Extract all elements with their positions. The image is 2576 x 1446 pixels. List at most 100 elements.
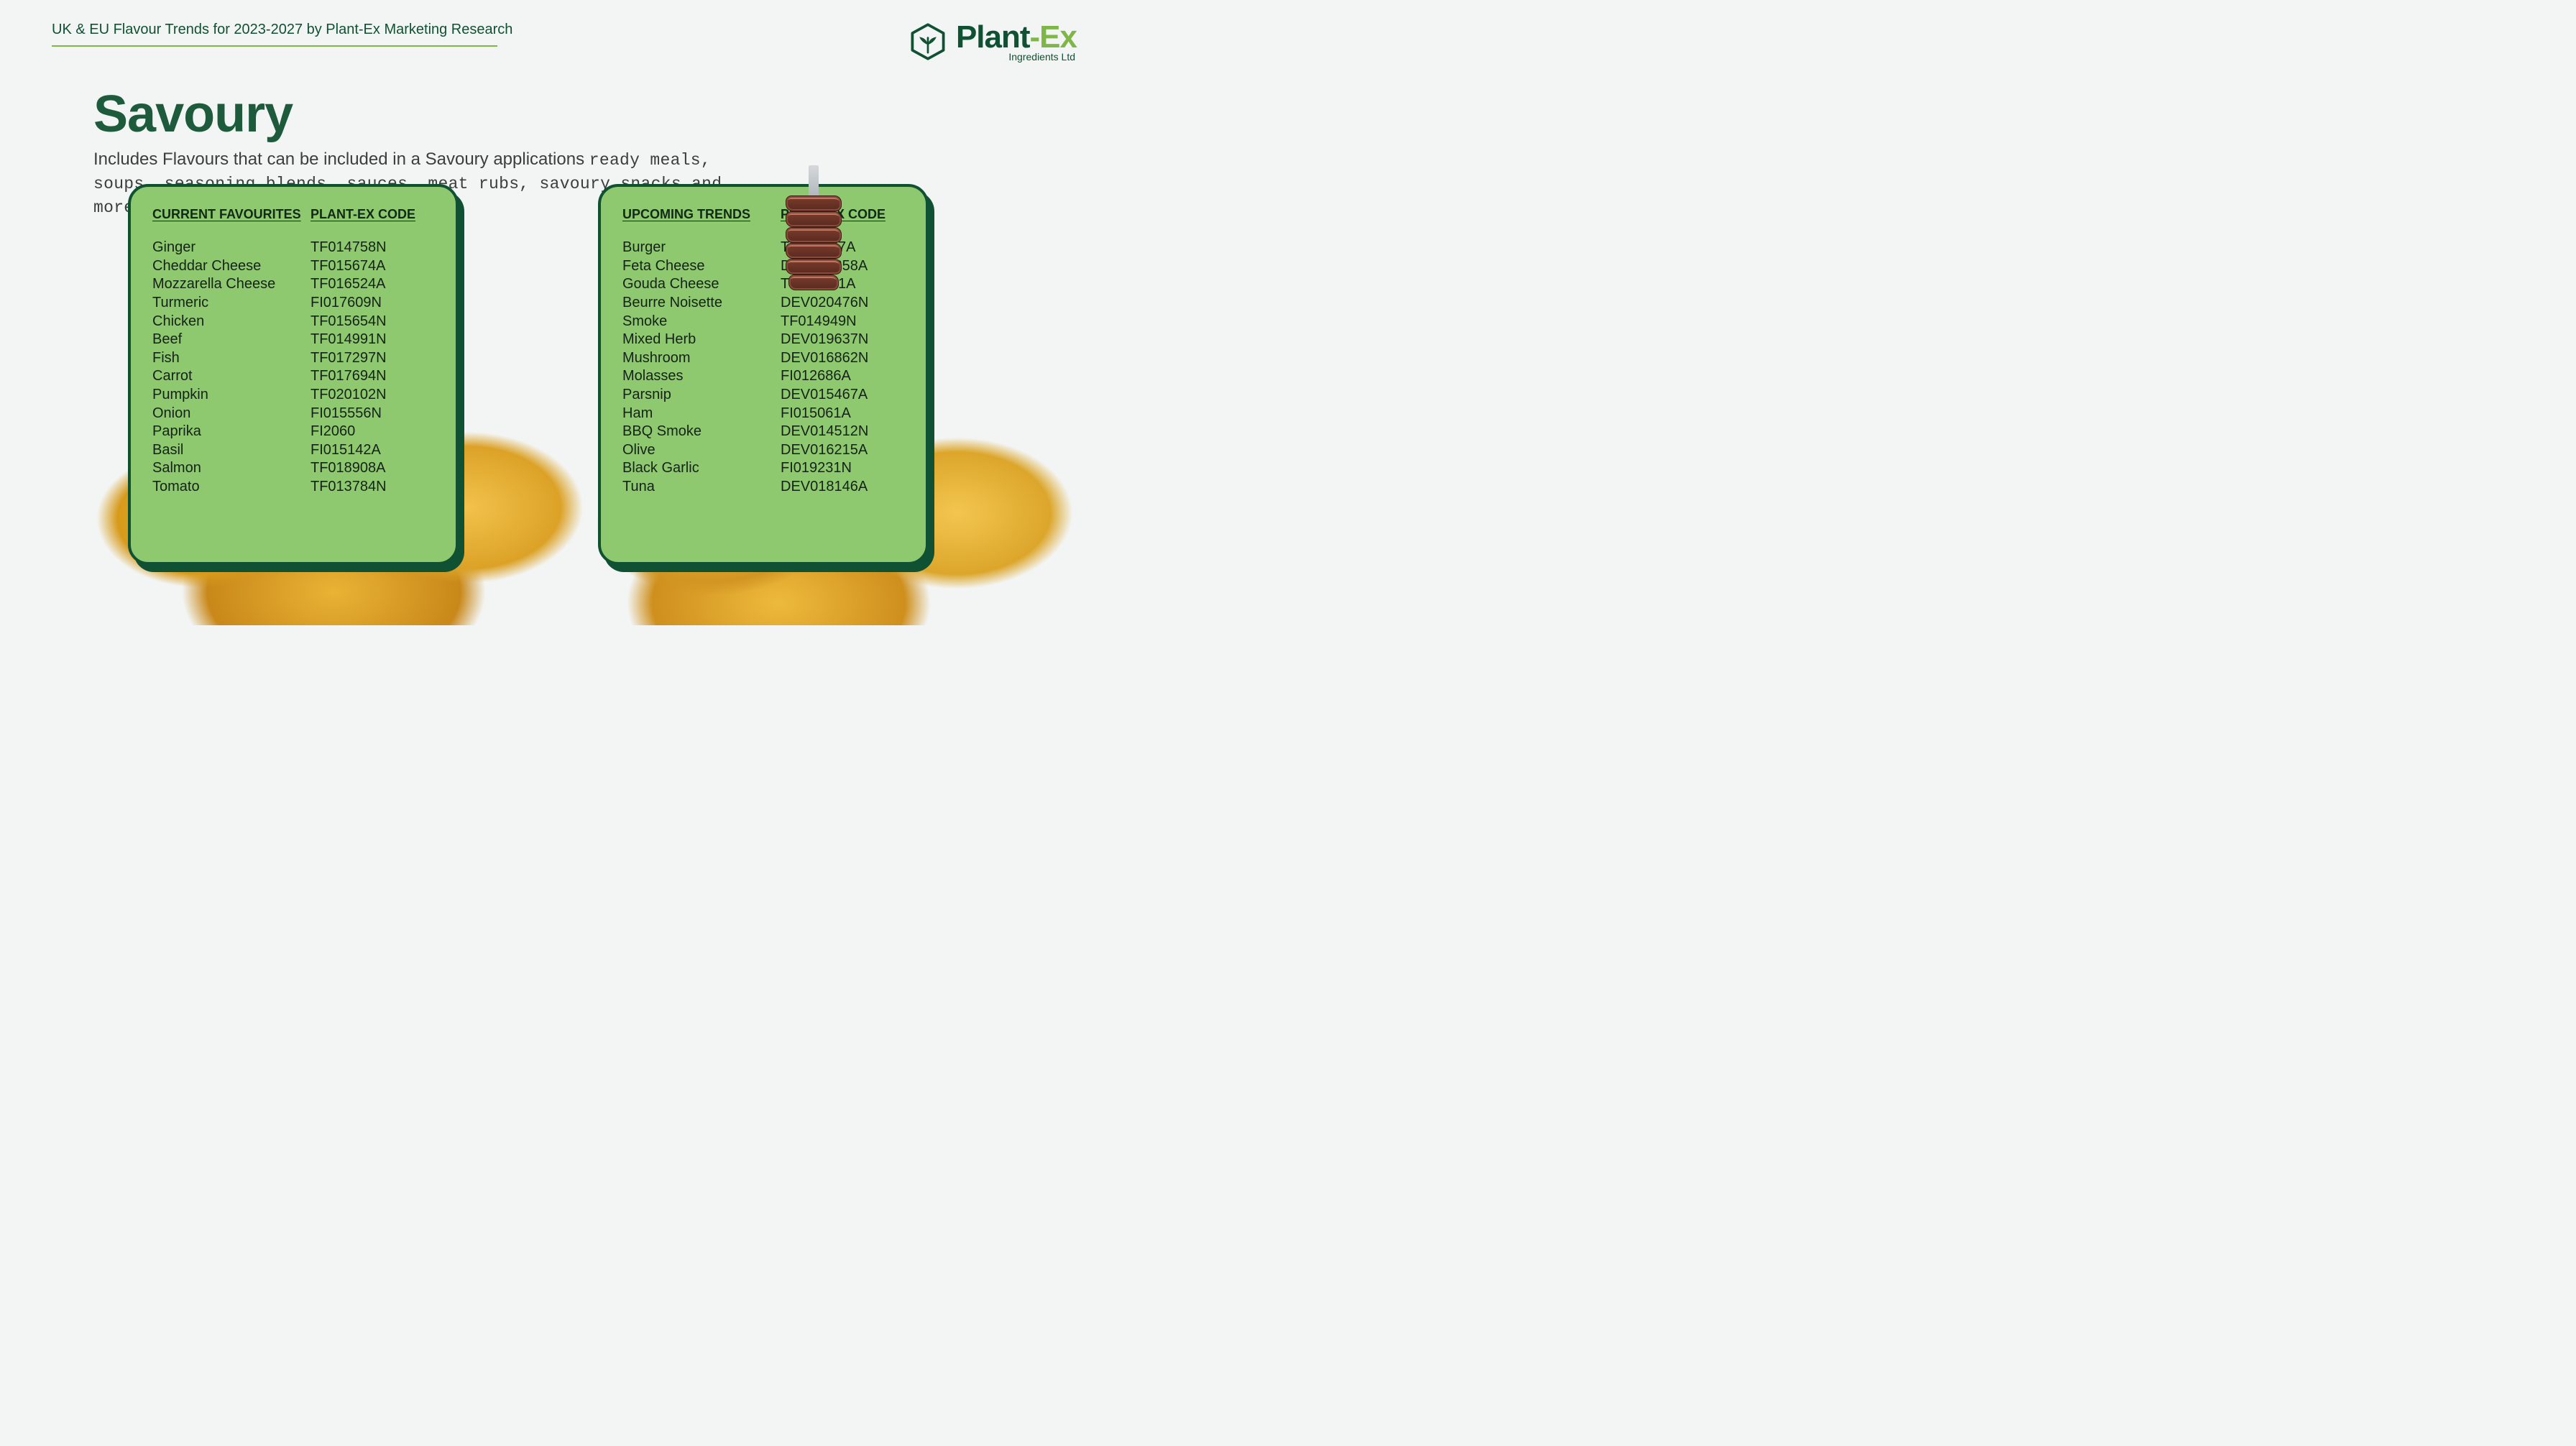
flavour-code: FI019231N bbox=[781, 459, 904, 478]
table-row: Black GarlicFI019231N bbox=[622, 459, 904, 478]
flavour-code: FI012686A bbox=[781, 367, 904, 386]
header-subtitle-wrap: UK & EU Flavour Trends for 2023-2027 by … bbox=[52, 22, 512, 47]
flavour-code: DEV014512N bbox=[781, 423, 904, 441]
logo-wordmark: Plant-Ex bbox=[956, 22, 1077, 53]
leaf-hex-icon bbox=[908, 22, 947, 61]
col-header-code: PLANT-EX CODE bbox=[310, 206, 415, 223]
flavour-name: Tuna bbox=[622, 478, 781, 497]
flavour-name: Gouda Cheese bbox=[622, 275, 781, 294]
flavour-name: Mozzarella Cheese bbox=[152, 275, 310, 294]
flavour-code: DEV019637N bbox=[781, 331, 904, 349]
flavour-name: Paprika bbox=[152, 423, 310, 441]
flavour-name: Burger bbox=[622, 239, 781, 257]
flavour-code: TF013784N bbox=[310, 478, 434, 497]
flavour-name: Salmon bbox=[152, 459, 310, 478]
col-header-trends: UPCOMING TRENDS bbox=[622, 206, 781, 223]
header-subtitle: UK & EU Flavour Trends for 2023-2027 by … bbox=[52, 22, 512, 38]
flavour-code: TF014991N bbox=[310, 331, 434, 349]
table-row: PaprikaFI2060 bbox=[152, 423, 434, 441]
flavour-name: Tomato bbox=[152, 478, 310, 497]
flavour-code: TF017297N bbox=[310, 349, 434, 368]
table-row: BeefTF014991N bbox=[152, 331, 434, 349]
table-row: OnionFI015556N bbox=[152, 405, 434, 423]
desc-lead: Includes Flavours that can be included i… bbox=[93, 149, 589, 169]
favourites-rows: GingerTF014758NCheddar CheeseTF015674AMo… bbox=[152, 239, 434, 496]
table-row: HamFI015061A bbox=[622, 405, 904, 423]
flavour-code: TF014949N bbox=[781, 313, 904, 331]
flavour-name: Fish bbox=[152, 349, 310, 368]
table-row: Mixed HerbDEV019637N bbox=[622, 331, 904, 349]
table-row: MolassesFI012686A bbox=[622, 367, 904, 386]
flavour-name: Feta Cheese bbox=[622, 257, 781, 276]
table-row: FishTF017297N bbox=[152, 349, 434, 368]
upcoming-rows: BurgerTF018807AFeta CheeseDEV018358AGoud… bbox=[622, 239, 904, 496]
flavour-code: TF018807A bbox=[781, 239, 904, 257]
flavour-code: TF015654N bbox=[310, 313, 434, 331]
flavour-name: Mushroom bbox=[622, 349, 781, 368]
flavour-code: FI015061A bbox=[781, 405, 904, 423]
flavour-name: Pumpkin bbox=[152, 386, 310, 405]
flavour-name: Chicken bbox=[152, 313, 310, 331]
flavour-name: Mixed Herb bbox=[622, 331, 781, 349]
flavour-name: Beef bbox=[152, 331, 310, 349]
table-row: BurgerTF018807A bbox=[622, 239, 904, 257]
flavour-code: FI015556N bbox=[310, 405, 434, 423]
flavour-code: FI2060 bbox=[310, 423, 434, 441]
logo: Plant-Ex Ingredients Ltd bbox=[908, 22, 1077, 62]
flavour-code: TF015674A bbox=[310, 257, 434, 276]
flavour-name: Cheddar Cheese bbox=[152, 257, 310, 276]
logo-dash: - bbox=[1030, 19, 1040, 55]
flavour-name: Onion bbox=[152, 405, 310, 423]
logo-text: Plant-Ex Ingredients Ltd bbox=[956, 22, 1077, 62]
table-row: Mozzarella CheeseTF016524A bbox=[152, 275, 434, 294]
flavour-code: TF016524A bbox=[310, 275, 434, 294]
card-current-favourites: CURRENT FAVOURITES PLANT-EX CODE GingerT… bbox=[128, 184, 459, 565]
column-headers: UPCOMING TRENDS PLANT-EX CODE bbox=[622, 206, 904, 223]
column-headers: CURRENT FAVOURITES PLANT-EX CODE bbox=[152, 206, 434, 223]
table-row: ParsnipDEV015467A bbox=[622, 386, 904, 405]
table-row: OliveDEV016215A bbox=[622, 441, 904, 460]
table-row: Gouda CheeseTF015621A bbox=[622, 275, 904, 294]
table-row: BBQ SmokeDEV014512N bbox=[622, 423, 904, 441]
flavour-code: TF018908A bbox=[310, 459, 434, 478]
header-underline bbox=[52, 45, 497, 47]
table-row: SmokeTF014949N bbox=[622, 313, 904, 331]
table-row: GingerTF014758N bbox=[152, 239, 434, 257]
flavour-name: Beurre Noisette bbox=[622, 294, 781, 313]
logo-tagline: Ingredients Ltd bbox=[1008, 52, 1075, 62]
table-row: TomatoTF013784N bbox=[152, 478, 434, 497]
card-inner: CURRENT FAVOURITES PLANT-EX CODE GingerT… bbox=[128, 184, 459, 565]
flavour-code: DEV018146A bbox=[781, 478, 904, 497]
flavour-name: Basil bbox=[152, 441, 310, 460]
table-row: BasilFI015142A bbox=[152, 441, 434, 460]
flavour-code: TF014758N bbox=[310, 239, 434, 257]
flavour-name: Molasses bbox=[622, 367, 781, 386]
flavour-name: Ham bbox=[622, 405, 781, 423]
flavour-code: FI015142A bbox=[310, 441, 434, 460]
flavour-name: Olive bbox=[622, 441, 781, 460]
card-upcoming-trends: UPCOMING TRENDS PLANT-EX CODE BurgerTF01… bbox=[598, 184, 929, 565]
flavour-code: DEV018358A bbox=[781, 257, 904, 276]
table-row: CarrotTF017694N bbox=[152, 367, 434, 386]
logo-plant: Plant bbox=[956, 19, 1030, 55]
col-header-flavours: CURRENT FAVOURITES bbox=[152, 206, 310, 223]
flavour-code: FI017609N bbox=[310, 294, 434, 313]
flavour-name: Smoke bbox=[622, 313, 781, 331]
flavour-name: BBQ Smoke bbox=[622, 423, 781, 441]
flavour-name: Parsnip bbox=[622, 386, 781, 405]
table-row: Beurre NoisetteDEV020476N bbox=[622, 294, 904, 313]
table-row: Feta CheeseDEV018358A bbox=[622, 257, 904, 276]
header: UK & EU Flavour Trends for 2023-2027 by … bbox=[0, 22, 1113, 62]
card-inner: UPCOMING TRENDS PLANT-EX CODE BurgerTF01… bbox=[598, 184, 929, 565]
table-row: ChickenTF015654N bbox=[152, 313, 434, 331]
table-row: TurmericFI017609N bbox=[152, 294, 434, 313]
flavour-code: TF015621A bbox=[781, 275, 904, 294]
page-title: Savoury bbox=[93, 85, 1070, 144]
table-row: MushroomDEV016862N bbox=[622, 349, 904, 368]
flavour-name: Black Garlic bbox=[622, 459, 781, 478]
flavour-code: TF020102N bbox=[310, 386, 434, 405]
flavour-name: Carrot bbox=[152, 367, 310, 386]
table-row: SalmonTF018908A bbox=[152, 459, 434, 478]
table-row: TunaDEV018146A bbox=[622, 478, 904, 497]
flavour-code: DEV016862N bbox=[781, 349, 904, 368]
